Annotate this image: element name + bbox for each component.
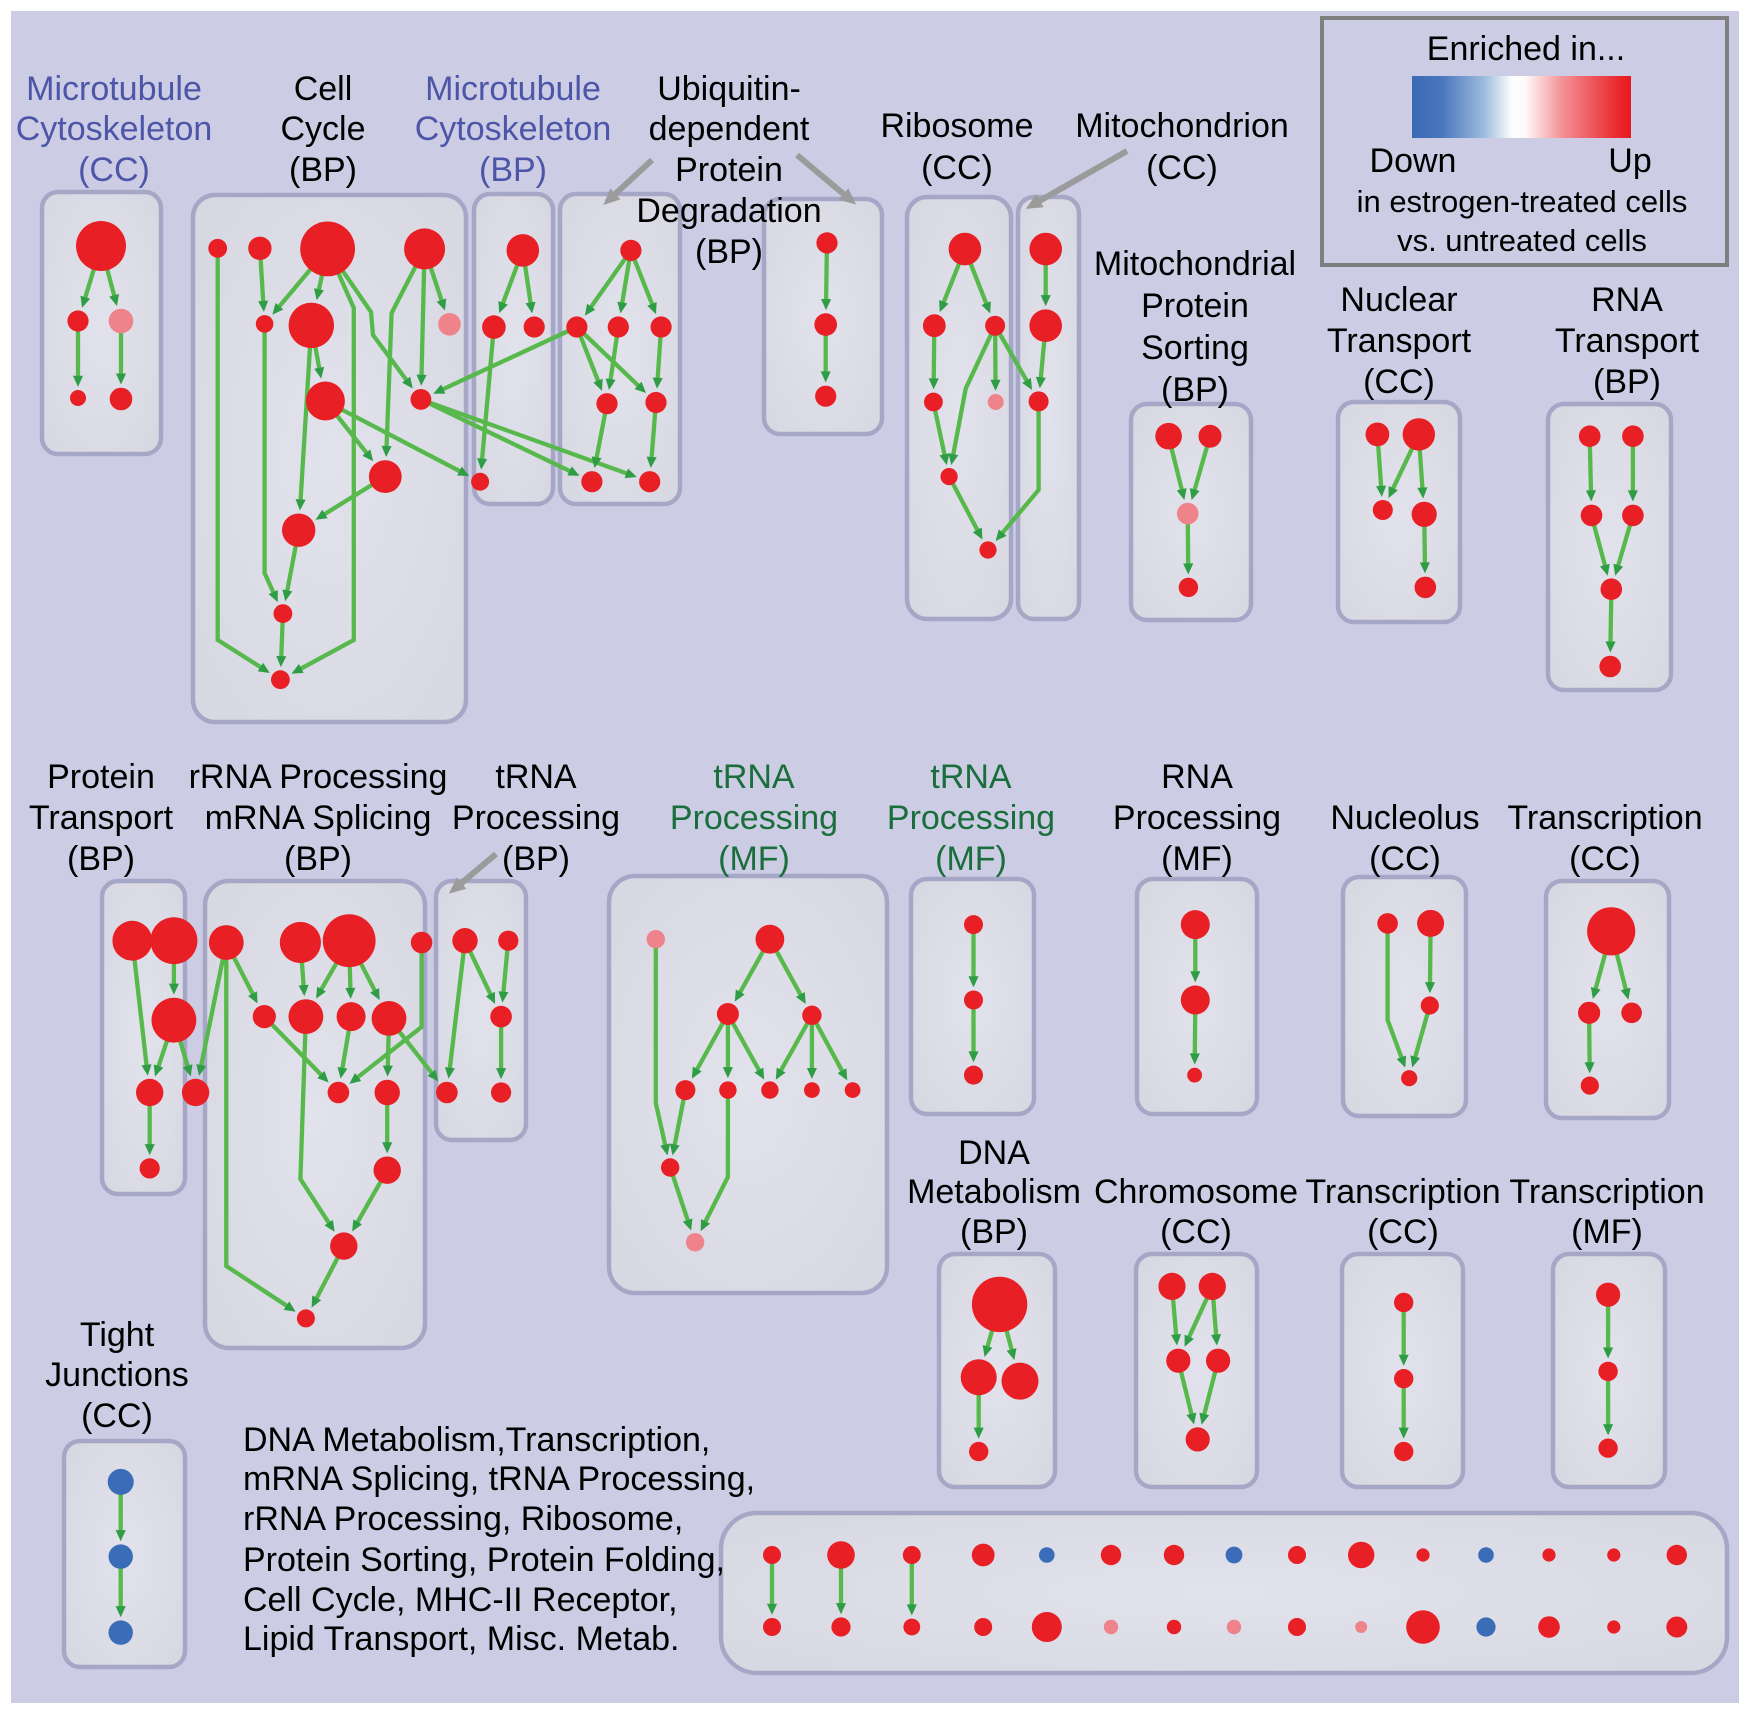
svg-text:(MF): (MF)	[935, 840, 1007, 878]
svg-text:tRNA: tRNA	[930, 758, 1012, 796]
svg-text:Processing: Processing	[1113, 799, 1281, 837]
svg-text:RNA: RNA	[1161, 758, 1233, 796]
svg-text:(MF): (MF)	[1571, 1213, 1643, 1251]
svg-text:(CC): (CC)	[1160, 1213, 1232, 1251]
svg-text:Transport: Transport	[1555, 322, 1700, 360]
svg-text:Up: Up	[1608, 142, 1651, 180]
svg-text:Mitochondrion: Mitochondrion	[1075, 107, 1289, 145]
svg-text:in estrogen-treated cells: in estrogen-treated cells	[1357, 184, 1688, 219]
svg-text:Enriched in...: Enriched in...	[1427, 30, 1625, 68]
svg-text:Junctions: Junctions	[45, 1356, 189, 1394]
svg-text:vs. untreated cells: vs. untreated cells	[1397, 223, 1647, 258]
svg-text:Transport: Transport	[1327, 322, 1472, 360]
svg-text:(BP): (BP)	[960, 1213, 1028, 1251]
svg-text:Transport: Transport	[29, 799, 174, 837]
svg-text:Protein: Protein	[1141, 287, 1249, 325]
svg-text:(CC): (CC)	[1146, 149, 1218, 187]
svg-text:Ribosome: Ribosome	[880, 107, 1033, 145]
svg-text:(BP): (BP)	[67, 840, 135, 878]
svg-text:Protein: Protein	[675, 151, 783, 189]
svg-text:Degradation: Degradation	[636, 192, 821, 230]
svg-text:(CC): (CC)	[1367, 1213, 1439, 1251]
svg-text:Processing: Processing	[670, 799, 838, 837]
svg-text:(MF): (MF)	[718, 840, 790, 878]
svg-text:Cytoskeleton: Cytoskeleton	[16, 110, 213, 148]
svg-text:RNA: RNA	[1591, 281, 1663, 319]
svg-text:tRNA: tRNA	[495, 758, 577, 796]
svg-text:Cytoskeleton: Cytoskeleton	[415, 110, 612, 148]
svg-text:(CC): (CC)	[921, 149, 993, 187]
svg-text:rRNA Processing, Ribosome,: rRNA Processing, Ribosome,	[243, 1500, 683, 1538]
svg-text:Transcription: Transcription	[1509, 1173, 1704, 1211]
svg-text:Microtubule: Microtubule	[26, 70, 202, 108]
svg-text:Sorting: Sorting	[1141, 329, 1249, 367]
svg-text:(BP): (BP)	[1161, 371, 1229, 409]
svg-text:(BP): (BP)	[695, 233, 763, 271]
svg-text:Transcription: Transcription	[1305, 1173, 1500, 1211]
svg-text:Metabolism: Metabolism	[907, 1173, 1081, 1211]
svg-text:dependent: dependent	[649, 110, 810, 148]
svg-text:mRNA Splicing, tRNA Processing: mRNA Splicing, tRNA Processing,	[243, 1460, 755, 1498]
svg-text:Cell Cycle, MHC-II Receptor,: Cell Cycle, MHC-II Receptor,	[243, 1581, 678, 1619]
svg-text:Protein: Protein	[47, 758, 155, 796]
svg-text:Processing: Processing	[887, 799, 1055, 837]
svg-text:Cell: Cell	[294, 70, 353, 108]
svg-text:Transcription: Transcription	[1507, 799, 1702, 837]
svg-text:(BP): (BP)	[284, 840, 352, 878]
svg-text:DNA Metabolism,Transcription,: DNA Metabolism,Transcription,	[243, 1421, 710, 1459]
svg-text:Tight: Tight	[80, 1316, 155, 1354]
svg-text:Lipid Transport, Misc. Metab.: Lipid Transport, Misc. Metab.	[243, 1620, 680, 1658]
svg-text:Cycle: Cycle	[280, 110, 365, 148]
svg-text:Down: Down	[1370, 142, 1457, 180]
svg-text:DNA: DNA	[958, 1134, 1030, 1172]
svg-text:(CC): (CC)	[1369, 840, 1441, 878]
svg-text:(BP): (BP)	[502, 840, 570, 878]
svg-text:Mitochondrial: Mitochondrial	[1094, 245, 1296, 283]
svg-text:(BP): (BP)	[289, 151, 357, 189]
svg-text:rRNA Processing: rRNA Processing	[189, 758, 448, 796]
svg-text:Nuclear: Nuclear	[1340, 281, 1457, 319]
svg-text:Nucleolus: Nucleolus	[1330, 799, 1479, 837]
svg-text:Ubiquitin-: Ubiquitin-	[657, 70, 801, 108]
svg-text:(MF): (MF)	[1161, 840, 1233, 878]
svg-text:Protein Sorting, Protein Foldi: Protein Sorting, Protein Folding,	[243, 1541, 725, 1579]
svg-text:Processing: Processing	[452, 799, 620, 837]
svg-text:(CC): (CC)	[1569, 840, 1641, 878]
svg-text:Chromosome: Chromosome	[1094, 1173, 1298, 1211]
svg-text:(BP): (BP)	[1593, 363, 1661, 401]
svg-text:Microtubule: Microtubule	[425, 70, 601, 108]
svg-text:(BP): (BP)	[479, 151, 547, 189]
svg-text:(CC): (CC)	[1363, 363, 1435, 401]
svg-text:mRNA Splicing: mRNA Splicing	[205, 799, 432, 837]
svg-text:(CC): (CC)	[81, 1397, 153, 1435]
svg-text:(CC): (CC)	[78, 151, 150, 189]
svg-text:tRNA: tRNA	[713, 758, 795, 796]
